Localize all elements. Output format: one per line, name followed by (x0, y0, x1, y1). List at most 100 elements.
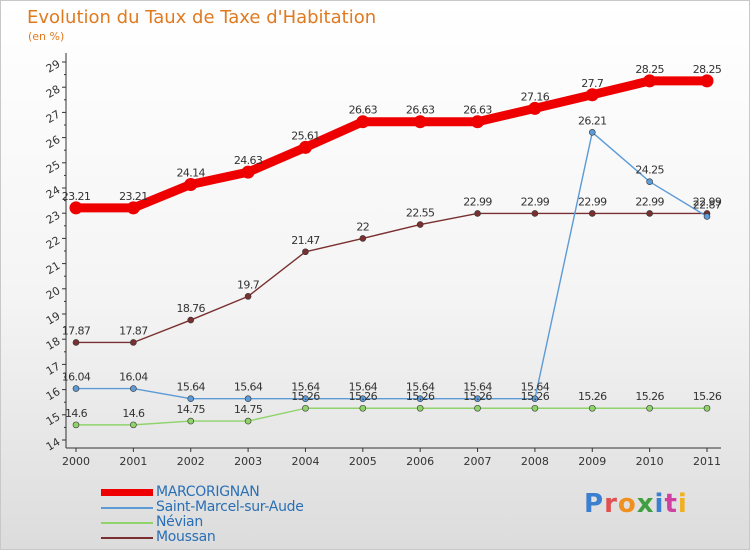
x-tick-label: 2006 (406, 455, 434, 468)
data-point (126, 201, 140, 215)
data-point (69, 201, 83, 215)
y-tick-label: 27 (44, 108, 63, 126)
data-label: 15.26 (521, 390, 550, 403)
data-point (416, 395, 424, 402)
data-label: 15.64 (521, 381, 550, 394)
data-point (244, 417, 252, 425)
series-line-3 (75, 212, 708, 344)
logo-letter: r (604, 489, 618, 519)
chart-unit-label: (en %) (28, 30, 65, 43)
y-tick-label: 21 (44, 259, 63, 277)
x-tick-label: 2008 (521, 455, 549, 468)
data-point (588, 129, 596, 136)
data-point (643, 74, 657, 88)
data-label: 22.99 (463, 195, 492, 208)
data-point (585, 88, 599, 102)
data-label: 14.75 (234, 403, 263, 416)
data-point (528, 101, 542, 115)
data-point (416, 404, 424, 412)
series-line-2 (75, 407, 708, 426)
data-label: 16.04 (62, 371, 91, 384)
x-tick-label: 2002 (177, 455, 205, 468)
y-tick-label: 23 (44, 209, 63, 227)
data-point (474, 210, 481, 217)
data-point (588, 210, 596, 217)
legend-label: Névian (156, 514, 203, 530)
data-label: 22.99 (521, 195, 550, 208)
data-label: 17.87 (119, 324, 148, 337)
y-tick-label: 26 (44, 133, 63, 151)
data-label: 19.7 (237, 278, 260, 291)
data-label: 15.26 (635, 390, 664, 403)
data-label: 16.04 (119, 371, 148, 384)
logo-letter: o (617, 489, 637, 519)
data-point (646, 404, 653, 412)
data-label: 15.26 (693, 390, 722, 403)
data-label: 24.25 (635, 164, 664, 177)
data-label: 28.25 (693, 63, 722, 76)
proxiti-logo: Proxiti (584, 489, 688, 519)
x-tick-label: 2005 (349, 455, 377, 468)
logo-letter: P (584, 489, 605, 519)
y-tick-label: 28 (44, 83, 63, 101)
data-point (72, 385, 80, 392)
data-label: 15.26 (349, 390, 378, 403)
logo-letter: x (636, 489, 655, 519)
data-point (302, 395, 309, 402)
data-point (700, 74, 714, 88)
chart-title: Evolution du Taux de Taxe d'Habitation (27, 7, 377, 28)
data-label: 23.21 (119, 190, 148, 203)
data-label: 22.87 (693, 198, 722, 211)
legend-swatch (101, 537, 153, 539)
data-point (302, 248, 309, 256)
x-tick-label: 2010 (636, 455, 664, 468)
data-point (241, 165, 255, 179)
y-tick-label: 24 (44, 183, 63, 201)
data-point (302, 404, 309, 412)
data-label: 14.75 (176, 403, 205, 416)
data-label: 24.63 (234, 154, 263, 167)
data-point (244, 395, 252, 402)
data-point (187, 395, 195, 402)
y-tick-label: 29 (44, 57, 63, 75)
x-tick-label: 2000 (62, 455, 90, 468)
y-tick-label: 14 (44, 435, 63, 453)
legend-swatch (101, 522, 153, 524)
data-label: 14.6 (65, 407, 88, 420)
data-point (531, 210, 539, 217)
x-tick-label: 2001 (119, 455, 147, 468)
y-tick-label: 20 (44, 284, 63, 302)
data-point (703, 404, 711, 412)
logo-letter: i (654, 489, 665, 519)
data-label: 22.99 (635, 195, 664, 208)
data-label: 25.61 (291, 129, 320, 142)
y-tick-label: 25 (44, 158, 63, 176)
data-label: 22 (356, 220, 369, 233)
data-point (72, 421, 80, 429)
data-label: 15.26 (578, 390, 607, 403)
data-label: 26.21 (578, 114, 607, 127)
data-label: 15.26 (406, 390, 435, 403)
data-label: 15.64 (176, 381, 205, 394)
data-point (359, 235, 367, 242)
data-label: 23.21 (62, 190, 91, 203)
data-label: 22.99 (578, 195, 607, 208)
y-tick-label: 15 (44, 410, 63, 428)
x-tick-label: 2011 (693, 455, 721, 468)
legend-label: MARCORIGNAN (156, 484, 260, 500)
data-label: 15.64 (463, 381, 492, 394)
data-label: 17.87 (62, 324, 91, 337)
y-tick-label: 22 (44, 234, 63, 252)
data-label: 22.55 (406, 207, 435, 220)
data-label: 15.26 (463, 390, 492, 403)
y-tick-label: 19 (44, 309, 63, 327)
data-label: 21.47 (291, 234, 320, 247)
logo-letter: i (677, 489, 688, 519)
data-point (359, 395, 367, 402)
data-label: 26.63 (349, 104, 378, 117)
data-point (130, 421, 137, 429)
x-tick-label: 2004 (291, 455, 319, 468)
data-label: 15.64 (234, 381, 263, 394)
logo-letter: t (664, 489, 678, 519)
